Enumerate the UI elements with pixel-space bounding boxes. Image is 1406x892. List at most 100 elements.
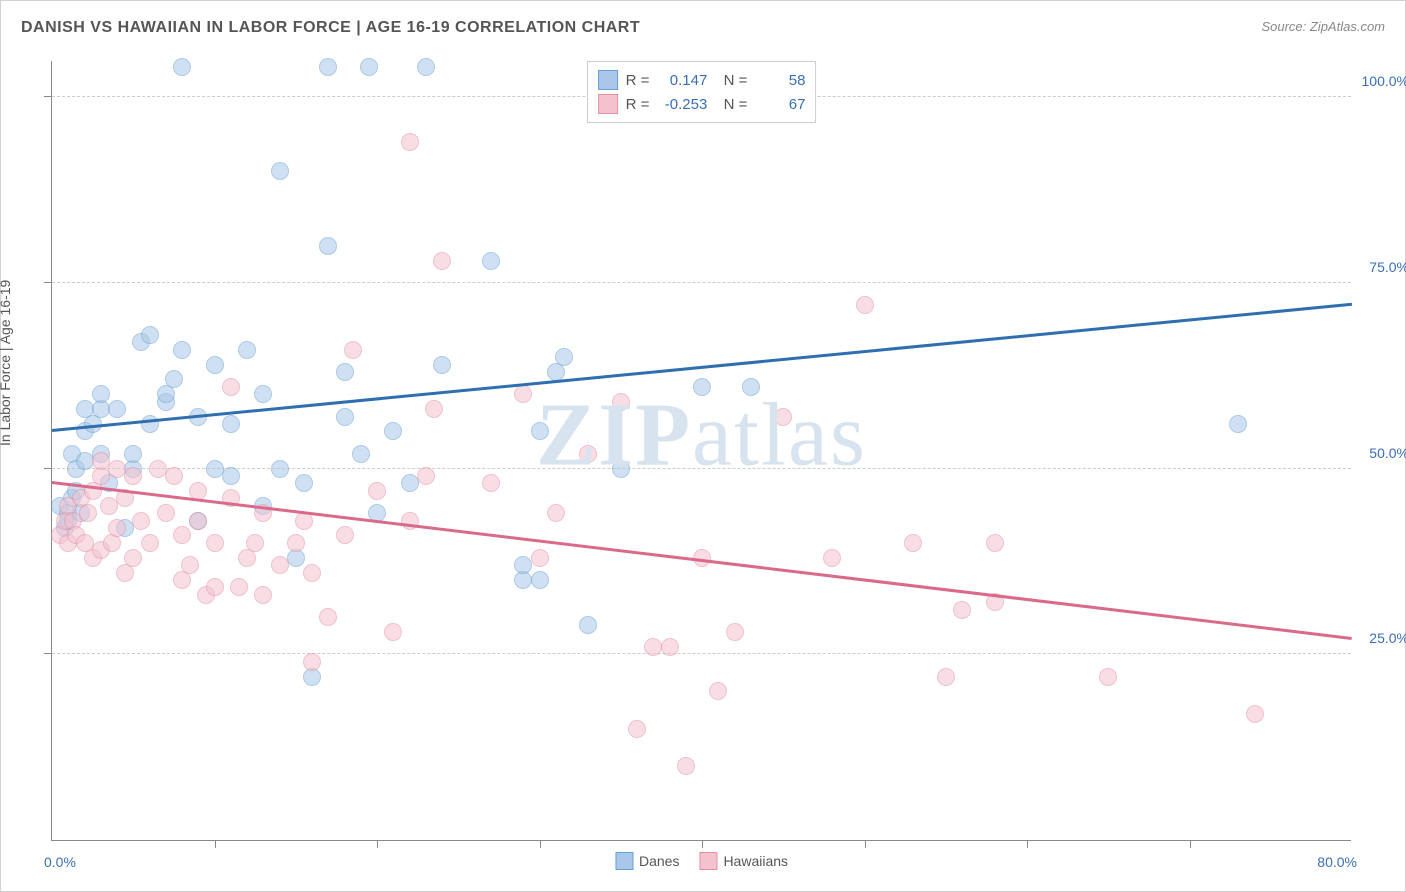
chart-container: DANISH VS HAWAIIAN IN LABOR FORCE | AGE … — [0, 0, 1406, 892]
chart-title: DANISH VS HAWAIIAN IN LABOR FORCE | AGE … — [21, 19, 640, 37]
scatter-point — [222, 467, 240, 485]
scatter-point — [287, 534, 305, 552]
x-tick — [1027, 840, 1028, 848]
y-tick — [44, 653, 52, 654]
scatter-point — [579, 445, 597, 463]
legend-item-danes: Danes — [615, 852, 679, 870]
scatter-point — [165, 467, 183, 485]
scatter-point — [433, 252, 451, 270]
legend-swatch-icon — [699, 852, 717, 870]
scatter-point — [360, 58, 378, 76]
scatter-point — [132, 512, 150, 530]
scatter-point — [937, 668, 955, 686]
y-tick — [44, 468, 52, 469]
x-tick — [215, 840, 216, 848]
y-tick — [44, 96, 52, 97]
chart-source: Source: ZipAtlas.com — [1261, 19, 1385, 34]
legend-r-danes: 0.147 — [657, 72, 707, 89]
scatter-point — [271, 556, 289, 574]
y-tick — [44, 282, 52, 283]
legend-r-label: R = — [626, 72, 650, 89]
scatter-point — [222, 415, 240, 433]
scatter-point — [693, 378, 711, 396]
plot-area: ZIPatlas R = 0.147 N = 58 R = -0.253 N =… — [51, 61, 1351, 841]
y-axis-label: In Labor Force | Age 16-19 — [0, 280, 13, 446]
scatter-point — [141, 415, 159, 433]
scatter-point — [774, 408, 792, 426]
scatter-point — [336, 526, 354, 544]
scatter-point — [742, 378, 760, 396]
x-tick — [377, 840, 378, 848]
scatter-point — [141, 326, 159, 344]
scatter-point — [612, 393, 630, 411]
scatter-point — [189, 512, 207, 530]
scatter-point — [254, 586, 272, 604]
watermark: ZIPatlas — [536, 383, 867, 486]
scatter-point — [92, 385, 110, 403]
scatter-point — [579, 616, 597, 634]
x-max-label: 80.0% — [1317, 854, 1357, 870]
series-legend: Danes Hawaiians — [615, 852, 788, 870]
scatter-point — [856, 296, 874, 314]
scatter-point — [514, 556, 532, 574]
scatter-point — [173, 58, 191, 76]
scatter-point — [417, 58, 435, 76]
scatter-point — [425, 400, 443, 418]
scatter-point — [271, 162, 289, 180]
scatter-point — [271, 460, 289, 478]
scatter-point — [319, 608, 337, 626]
scatter-point — [295, 474, 313, 492]
legend-n-hawaiians: 67 — [755, 96, 805, 113]
scatter-point — [401, 474, 419, 492]
scatter-point — [206, 356, 224, 374]
legend-n-label: N = — [715, 96, 747, 113]
scatter-point — [303, 653, 321, 671]
legend-n-label: N = — [715, 72, 747, 89]
scatter-point — [206, 534, 224, 552]
y-tick-label: 50.0% — [1369, 445, 1406, 461]
scatter-point — [482, 252, 500, 270]
scatter-point — [238, 341, 256, 359]
scatter-point — [336, 408, 354, 426]
scatter-point — [124, 549, 142, 567]
scatter-point — [254, 385, 272, 403]
scatter-point — [79, 504, 97, 522]
scatter-point — [141, 534, 159, 552]
legend-item-hawaiians: Hawaiians — [699, 852, 788, 870]
scatter-point — [709, 682, 727, 700]
scatter-point — [368, 482, 386, 500]
x-tick — [702, 840, 703, 848]
scatter-point — [677, 757, 695, 775]
scatter-point — [100, 497, 118, 515]
scatter-point — [953, 601, 971, 619]
scatter-point — [1099, 668, 1117, 686]
scatter-point — [230, 578, 248, 596]
correlation-legend: R = 0.147 N = 58 R = -0.253 N = 67 — [587, 61, 817, 123]
scatter-point — [173, 341, 191, 359]
scatter-point — [401, 133, 419, 151]
scatter-point — [612, 460, 630, 478]
scatter-point — [181, 556, 199, 574]
scatter-point — [1229, 415, 1247, 433]
scatter-point — [352, 445, 370, 463]
scatter-point — [108, 400, 126, 418]
scatter-point — [417, 467, 435, 485]
scatter-point — [628, 720, 646, 738]
scatter-point — [124, 467, 142, 485]
scatter-point — [531, 549, 549, 567]
legend-row-danes: R = 0.147 N = 58 — [598, 68, 806, 92]
scatter-point — [823, 549, 841, 567]
scatter-point — [344, 341, 362, 359]
legend-label-hawaiians: Hawaiians — [723, 853, 788, 869]
trend-line — [52, 303, 1352, 432]
legend-swatch-hawaiians — [598, 94, 618, 114]
x-tick — [540, 840, 541, 848]
scatter-point — [173, 526, 191, 544]
scatter-point — [482, 474, 500, 492]
scatter-point — [433, 356, 451, 374]
y-tick-label: 25.0% — [1369, 630, 1406, 646]
scatter-point — [726, 623, 744, 641]
scatter-point — [165, 370, 183, 388]
scatter-point — [531, 571, 549, 589]
x-origin-label: 0.0% — [44, 854, 76, 870]
